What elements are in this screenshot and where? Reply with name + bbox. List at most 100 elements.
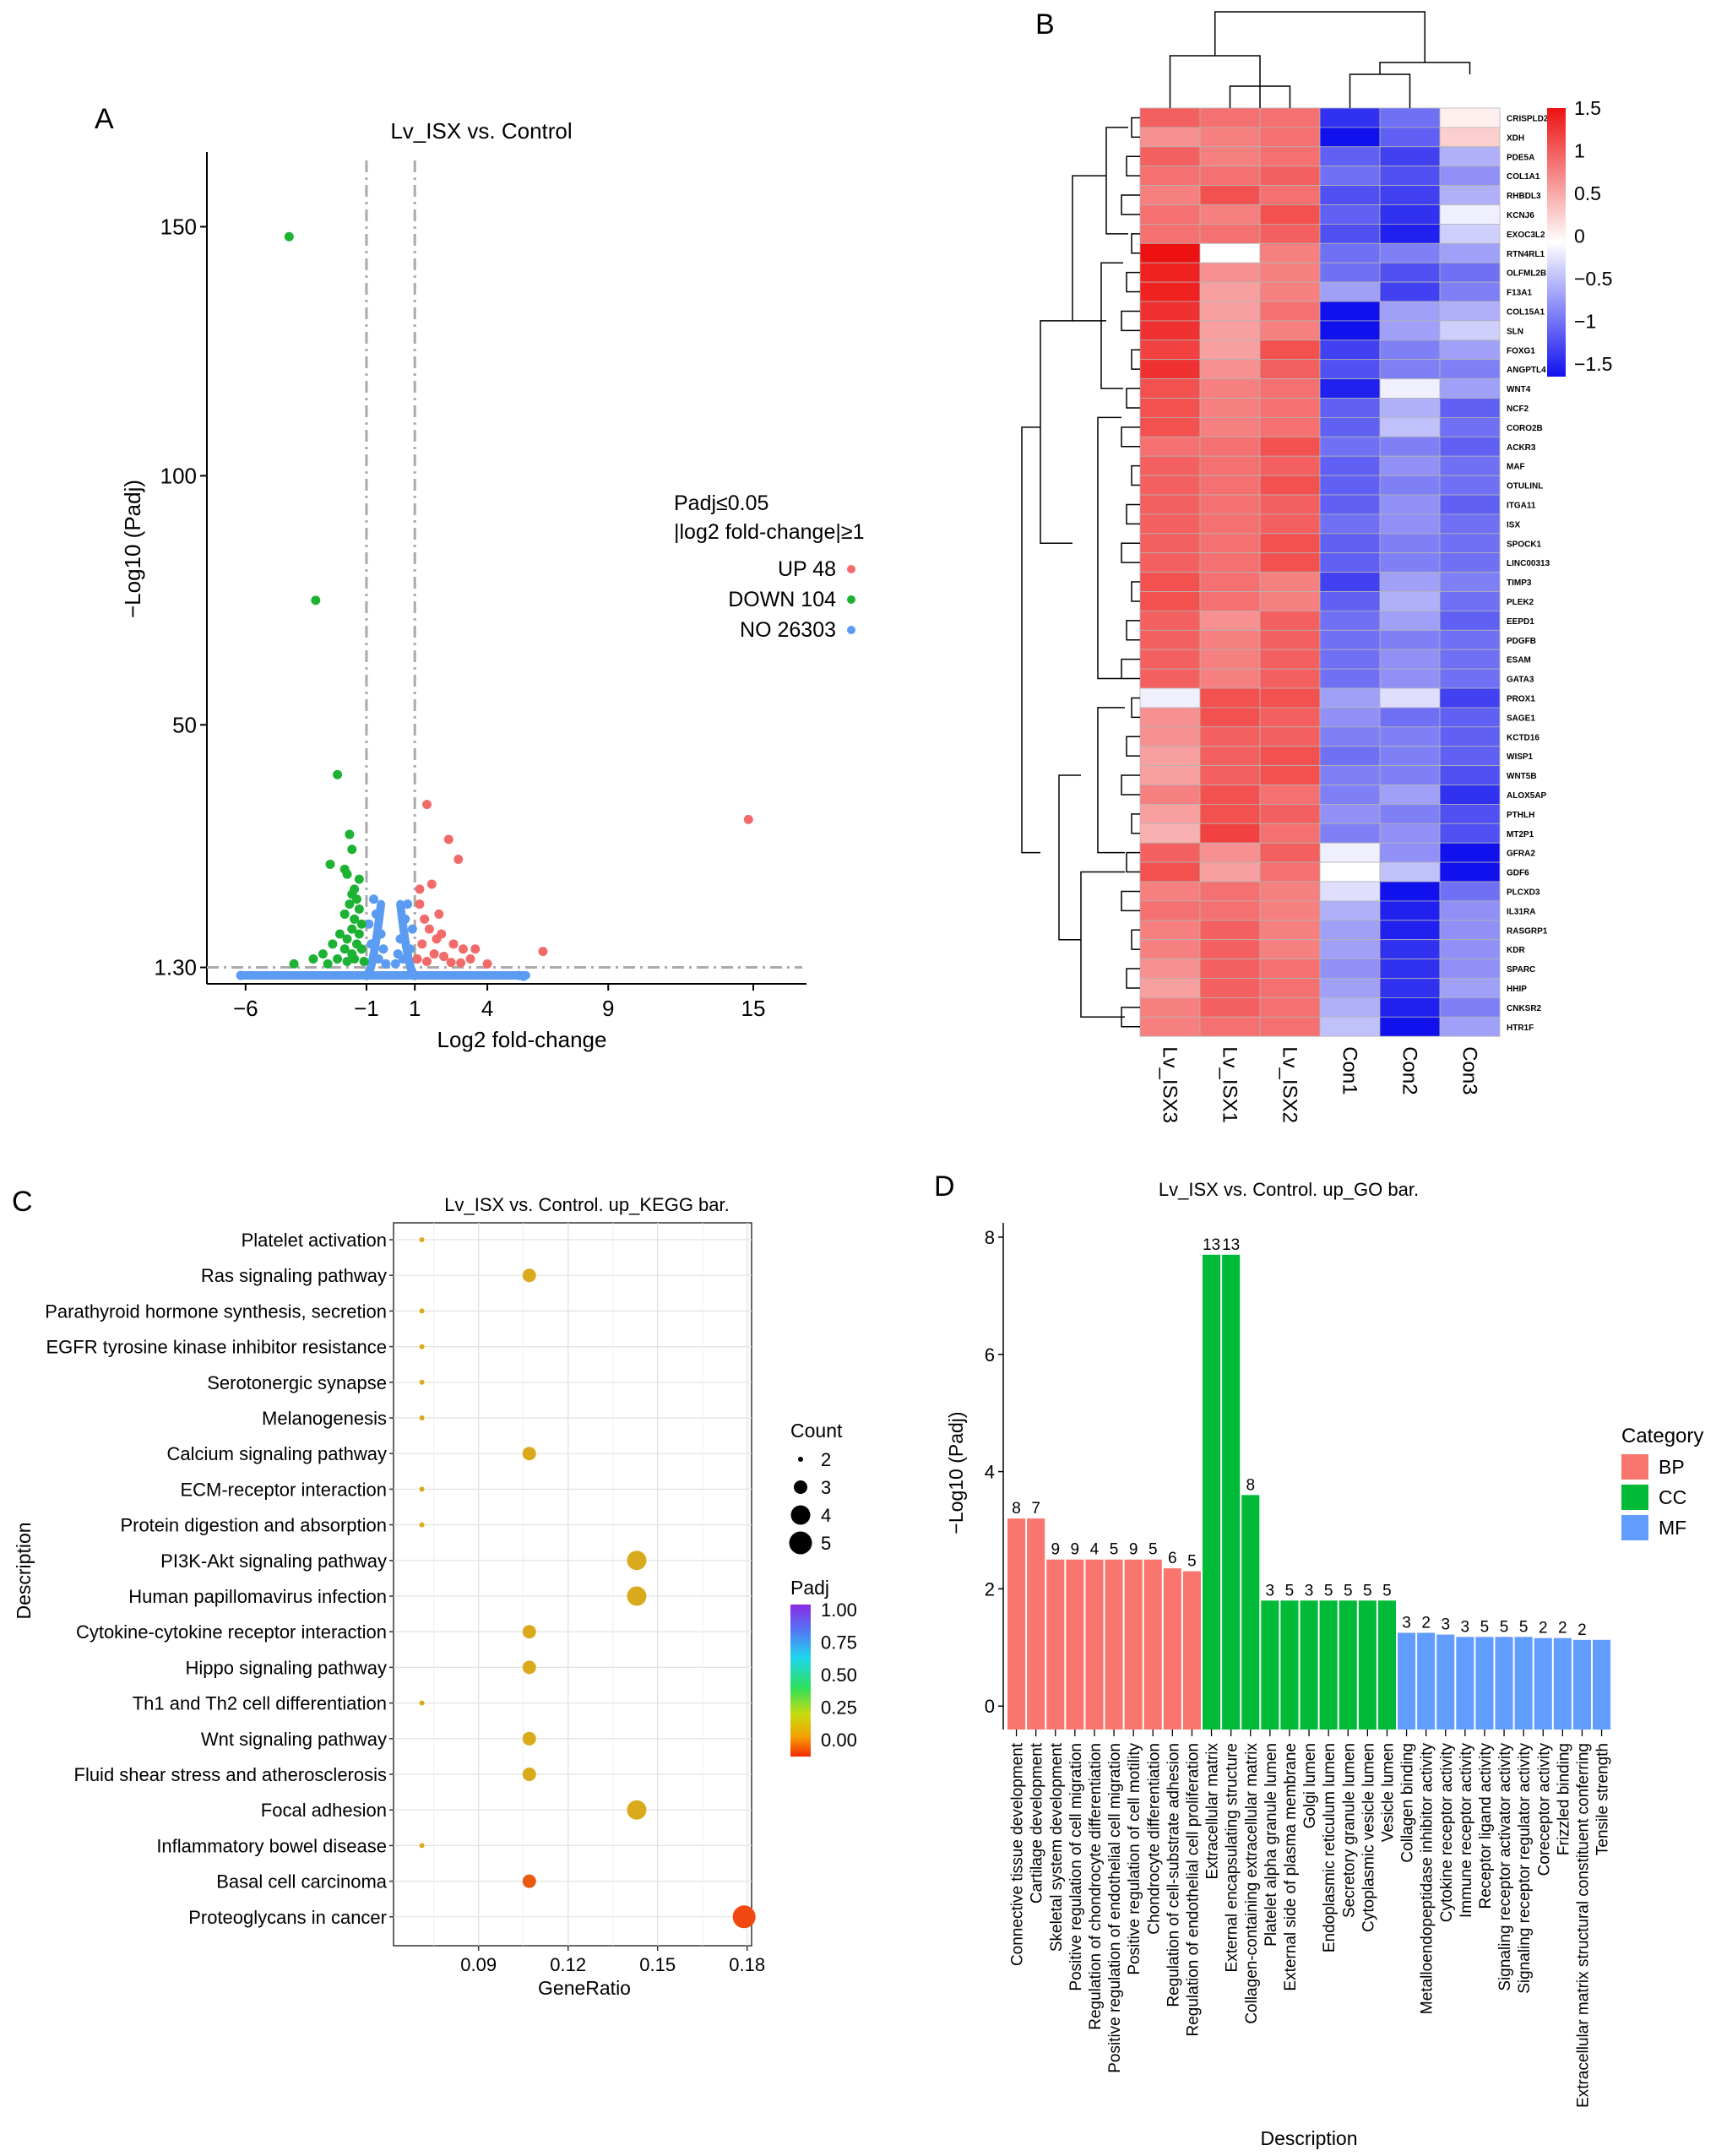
heatmap-cell [1199,591,1261,611]
go-ytick-label: 6 [985,1344,995,1366]
heatmap-row-label: PDE5A [1507,153,1534,162]
heatmap-cell [1319,765,1381,785]
heatmap-cell [1259,959,1321,979]
volcano-legend-down-label: DOWN 104 [728,588,836,611]
volcano-xtick-label: −1 [354,996,379,1021]
volcano-point-up [429,949,439,959]
heatmap-cell [1379,552,1441,573]
heatmap-cell [1439,939,1501,959]
kegg-category-label: Hippo signaling pathway [186,1657,388,1678]
heatmap-cell [1439,746,1501,767]
heatmap-cell [1439,166,1501,186]
volcano-point-down [347,924,357,934]
heatmap-cell [1439,707,1501,728]
heatmap-cell [1379,1016,1441,1037]
volcano-point-down [284,231,294,242]
heatmap-cell [1139,726,1201,747]
heatmap-cell [1139,687,1201,709]
heatmap-cell [1439,765,1501,785]
kegg-gridlines [394,1223,752,1946]
go-bar [1300,1600,1318,1730]
heatmap-scale-label: −1.5 [1574,353,1612,375]
kegg-dot [419,1522,425,1528]
heatmap-row-label: ESAM [1507,656,1531,665]
heatmap-cell [1199,166,1261,186]
volcano-point-up [420,914,430,924]
kegg-category-label: Calcium signaling pathway [167,1443,387,1464]
go-count-label: 5 [1285,1582,1295,1599]
heatmap-cell [1259,572,1321,592]
heatmap-cell [1259,726,1321,747]
heatmap-cell [1139,668,1201,689]
heatmap-cell [1319,301,1381,322]
kegg-padj-legend-label: 0.50 [821,1665,857,1686]
heatmap-cell [1259,301,1321,322]
heatmap-cell [1139,552,1201,573]
heatmap-cell [1259,920,1321,941]
heatmap-cell [1379,939,1441,959]
heatmap-cell [1379,223,1441,244]
volcano-legend-down-swatch [847,595,855,604]
volcano-point-down [311,595,321,606]
heatmap-row-label: GDF6 [1507,869,1529,878]
heatmap-row-label: MAF [1507,463,1525,472]
go-bar [1261,1600,1279,1730]
heatmap-cell [1319,629,1381,650]
volcano-point-up [443,834,453,844]
kegg-count-legend-dot [798,1457,803,1462]
heatmap-cell [1379,494,1441,515]
volcano-point-no [377,899,386,909]
heatmap-cell [1439,339,1501,361]
volcano-xtick-label: 1 [409,996,421,1021]
panel-a-volcano: Lv_ISX vs. Control Log2 fold-change −Log… [120,118,864,1052]
heatmap-cell [1259,629,1321,650]
go-category-label: Golgi lumen [1301,1743,1319,1828]
volcano-point-up [482,959,492,969]
dendrogram-branch [1126,388,1140,409]
go-legend-swatch [1621,1515,1648,1540]
heatmap-cell [1379,900,1441,921]
volcano-point-down [354,929,364,939]
heatmap-cell [1379,842,1441,863]
volcano-point-down [323,959,333,969]
heatmap-cell [1439,242,1501,263]
dendrogram-branch [1131,464,1140,486]
heatmap-cell [1319,339,1381,361]
volcano-point-down [354,874,364,884]
kegg-category-label: Platelet activation [242,1230,387,1251]
heatmap-cell [1139,185,1201,205]
heatmap-cell [1139,455,1201,476]
volcano-point-up [422,800,432,810]
kegg-padj-gradient [790,1605,811,1757]
volcano-point-up [743,814,753,824]
heatmap-cell [1439,611,1501,631]
kegg-padj-legend-title: Padj [790,1577,829,1599]
go-bar [1105,1559,1123,1730]
heatmap-row-label: MT2P1 [1507,830,1534,839]
heatmap-cell [1259,823,1321,844]
dendrogram-branch [1121,658,1140,680]
heatmap-cell [1259,842,1321,863]
volcano-legend-no-label: NO 26303 [740,618,836,642]
go-x-label: Description [1260,2127,1357,2149]
heatmap-cell [1439,572,1501,592]
go-count-label: 5 [1500,1618,1509,1636]
heatmap-cell [1139,301,1201,322]
volcano-point-up [446,958,456,968]
heatmap-cell [1259,242,1321,263]
heatmap-scale-labels: 1.5 1 0.5 0 −0.5 −1 −1.5 [1574,97,1612,375]
volcano-point-up [448,939,459,949]
dendrogram-branch [1126,620,1140,641]
go-bars [1007,1254,1611,1730]
volcano-point-down [342,956,352,966]
heatmap-cell [1259,475,1321,496]
dendrogram-branch [1072,175,1106,322]
heatmap-cell [1259,107,1321,128]
kegg-dot [522,1768,536,1781]
heatmap-cell [1319,687,1381,709]
go-y-ticks: 0 2 4 6 8 [985,1227,1003,1717]
heatmap-cell [1379,591,1441,611]
heatmap-cell [1379,881,1441,902]
heatmap-row-label: PROX1 [1507,694,1535,703]
volcano-point-down [318,949,328,959]
